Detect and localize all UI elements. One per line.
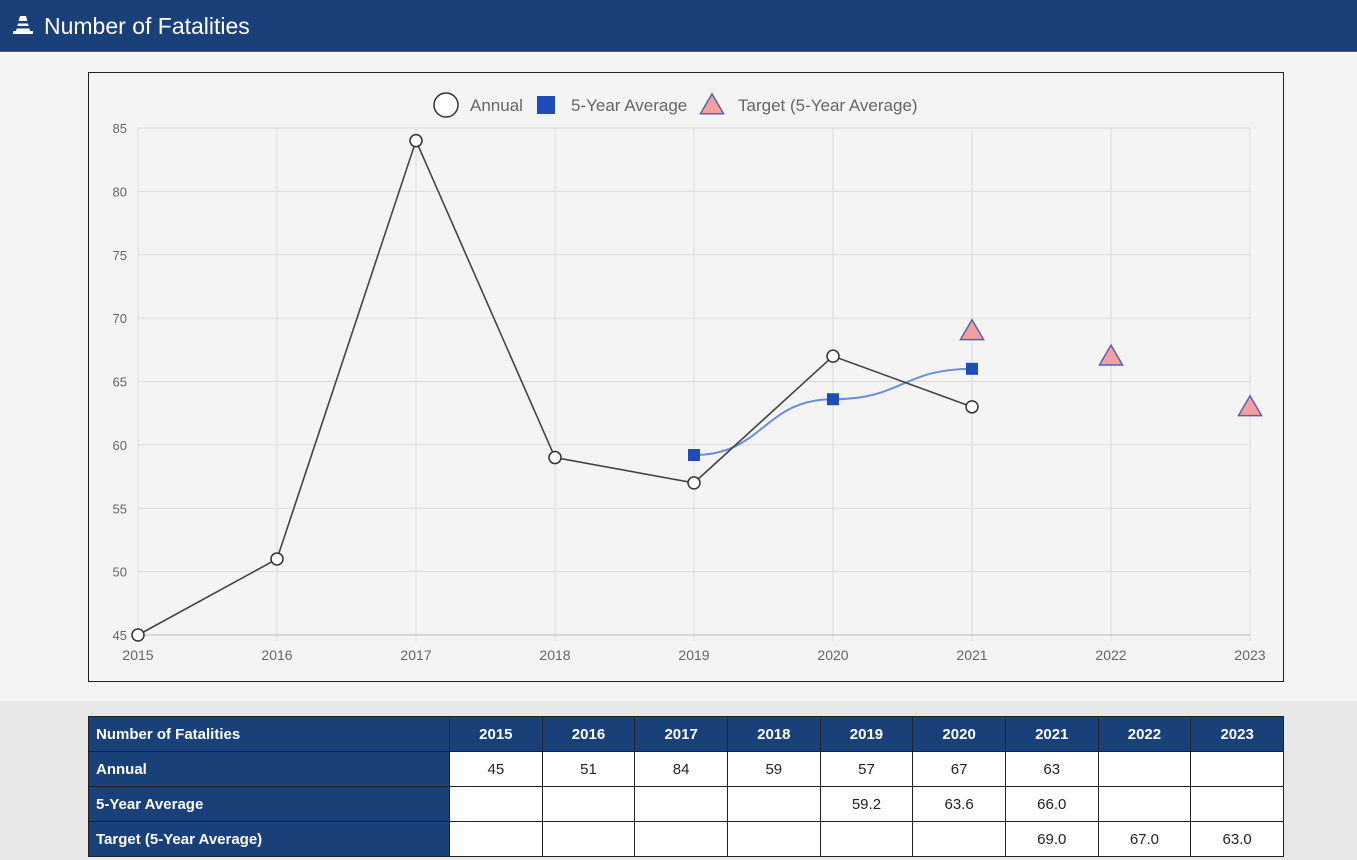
table-cell: 45: [449, 751, 543, 787]
table-cell: 84: [634, 751, 728, 787]
year-header: 2023: [1190, 716, 1284, 752]
y-tick-label: 80: [113, 184, 127, 199]
data-point-annual: [826, 349, 840, 363]
year-header: 2022: [1097, 716, 1192, 752]
x-tick-label: 2018: [539, 647, 570, 663]
y-tick-label: 55: [113, 501, 127, 516]
table-cell: 69.0: [1004, 821, 1099, 857]
y-tick-label: 70: [113, 311, 127, 326]
legend-marker-annual: [433, 92, 459, 118]
data-point-target: [1237, 394, 1263, 417]
table-row-annual: Annual 45 51 84 59 57 67 63: [88, 751, 1284, 787]
table-cell: [912, 821, 1006, 857]
legend-label-target: Target (5-Year Average): [738, 96, 918, 115]
table-cell: [541, 786, 636, 822]
table-cell: [634, 786, 728, 822]
table-row-5yr-average: 5-Year Average 59.2 63.6 66.0: [88, 786, 1284, 822]
table-row-target: Target (5-Year Average) 69.0 67.0 63.0: [88, 821, 1284, 857]
x-tick-label: 2021: [956, 647, 987, 663]
x-tick-label: 2017: [400, 647, 431, 663]
x-tick-label: 2022: [1095, 647, 1126, 663]
table-cell: 51: [541, 751, 636, 787]
table-cell: [726, 786, 821, 822]
y-tick-label: 65: [113, 375, 127, 390]
table-cell: 67.0: [1097, 821, 1192, 857]
chart-container: 45 50 55 60 65 70 75 80 85 2015 2016 2017 2018 2019 20…: [88, 72, 1284, 682]
table-cell: [1097, 786, 1192, 822]
table-cell: [819, 821, 914, 857]
year-header: 2021: [1004, 716, 1099, 752]
row-label: 5-Year Average: [88, 786, 450, 822]
data-point-5yr-average: [688, 449, 700, 462]
table-cell: [449, 821, 543, 857]
y-tick-label: 75: [113, 248, 127, 263]
x-tick-label: 2019: [678, 647, 709, 663]
year-header: 2018: [726, 716, 821, 752]
data-point-annual: [548, 450, 562, 465]
data-point-annual: [409, 133, 423, 148]
data-point-target: [1098, 343, 1124, 366]
year-header: 2020: [912, 716, 1006, 752]
table-cell: 59.2: [819, 786, 914, 822]
row-label: Target (5-Year Average): [88, 821, 450, 857]
table-cell: 59: [726, 751, 821, 787]
table-cell: [449, 786, 543, 822]
legend-marker-target: [699, 92, 725, 115]
table-cell: 63: [1004, 751, 1099, 787]
table-corner-header: Number of Fatalities: [88, 716, 450, 752]
year-header: 2017: [634, 716, 728, 752]
y-tick-label: 50: [113, 565, 127, 580]
data-point-annual: [270, 552, 284, 566]
fatalities-line-chart: 45 50 55 60 65 70 75 80 85 2015 2016 2017 2018 2019 20…: [113, 92, 1266, 663]
table-cell: [1097, 751, 1192, 787]
data-point-annual: [965, 400, 979, 414]
data-point-annual: [687, 476, 701, 490]
traffic-cone-icon: [13, 16, 33, 34]
table-cell: 63.6: [912, 786, 1006, 822]
table-cell: 66.0: [1004, 786, 1099, 822]
data-point-5yr-average: [966, 362, 978, 375]
legend-marker-5yr-average: [537, 96, 555, 114]
y-tick-label: 85: [113, 121, 127, 136]
table-cell: [1190, 751, 1284, 787]
x-tick-label: 2020: [817, 647, 848, 663]
data-table: Number of Fatalities 2015 2016 2017 2018…: [88, 716, 1284, 857]
table-header-row: Number of Fatalities 2015 2016 2017 2018…: [88, 716, 1284, 752]
table-cell: 63.0: [1190, 821, 1284, 857]
page-title: Number of Fatalities: [44, 13, 250, 39]
x-tick-label: 2015: [122, 647, 153, 663]
year-header: 2015: [449, 716, 543, 752]
row-label: Annual: [88, 751, 450, 787]
year-header: 2016: [541, 716, 636, 752]
y-tick-label: 60: [113, 438, 127, 453]
x-tick-label: 2016: [261, 647, 292, 663]
table-cell: [541, 821, 636, 857]
data-point-target: [959, 318, 985, 341]
y-tick-label: 45: [113, 628, 127, 643]
table-cell: [634, 821, 728, 857]
legend-label-annual: Annual: [470, 96, 523, 115]
table-cell: [726, 821, 821, 857]
year-header: 2019: [819, 716, 914, 752]
x-tick-label: 2023: [1234, 647, 1265, 663]
table-cell: [1190, 786, 1284, 822]
table-cell: 57: [819, 751, 914, 787]
page-header: Number of Fatalities: [0, 0, 1357, 52]
data-point-annual: [131, 628, 145, 642]
data-point-5yr-average: [827, 393, 839, 406]
table-cell: 67: [912, 751, 1006, 787]
legend-label-5yr-average: 5-Year Average: [571, 96, 687, 115]
